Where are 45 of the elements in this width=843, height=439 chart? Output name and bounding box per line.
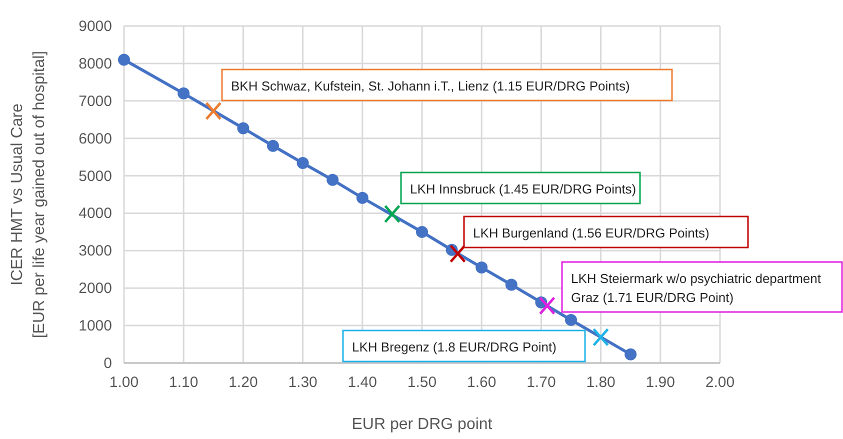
- point: [205, 102, 222, 120]
- point: [118, 54, 130, 66]
- x-axis-title: EUR per DRG point: [352, 416, 493, 433]
- annotation: LKH Bregenz (1.8 EUR/DRG Point): [352, 340, 556, 354]
- point: [538, 296, 556, 315]
- x-tick-label: 1.30: [288, 374, 318, 391]
- point: [565, 314, 577, 326]
- y-tick-label: 0: [104, 355, 112, 372]
- point: [592, 328, 610, 346]
- x-tick-label: 1.40: [348, 374, 377, 391]
- y-tick-label: 9000: [78, 18, 112, 35]
- annotation: LKH Burgenland (1.56 EUR/DRG Points): [473, 226, 710, 240]
- x-tick-label: 1.20: [228, 374, 258, 391]
- annotation: LKH Steiermark w/o psychiatric department Graz (1.71 EUR/DRG Point): [571, 271, 822, 305]
- point: [384, 204, 400, 224]
- y-tick-label: 5000: [78, 168, 112, 185]
- point: [476, 262, 488, 274]
- y-tick-label: 4000: [78, 205, 112, 222]
- point: [178, 87, 190, 100]
- x-tick-label: 1.80: [586, 374, 616, 391]
- point: [326, 174, 339, 186]
- y-tick-label: 8000: [78, 55, 112, 72]
- y-tick-label: 2000: [78, 280, 112, 298]
- y-tick-label: 1000: [78, 318, 112, 335]
- x-tick-label: 1.00: [109, 374, 139, 391]
- y-tick-label: 7000: [78, 92, 112, 110]
- y-tick-label: 6000: [78, 130, 112, 148]
- y-tick-label: 3000: [78, 242, 112, 260]
- annotation: LKH Innsbruck (1.45 EUR/DRG Points): [410, 182, 636, 196]
- x-tick-label: 1.70: [526, 374, 556, 391]
- point: [624, 348, 637, 360]
- x-tick-label: 1.90: [646, 374, 675, 391]
- point: [505, 278, 518, 291]
- x-tick-label: 1.50: [407, 374, 437, 391]
- point: [450, 244, 466, 263]
- point: [267, 140, 279, 152]
- point: [237, 122, 250, 134]
- point: [356, 192, 368, 204]
- y-axis-title: ICER HMT vs Usual Care [EUR per life year gained out of hospital]: [9, 50, 48, 338]
- x-tick-label: 1.60: [467, 374, 496, 391]
- annotation: BKH Schwaz, Kufstein, St. Johann i.T., Lienz (1.15 EUR/DRG Points): [231, 78, 630, 94]
- point: [296, 157, 309, 170]
- x-tick-label: 2.00: [705, 374, 735, 391]
- point: [416, 226, 428, 238]
- x-tick-label: 1.10: [169, 374, 198, 391]
